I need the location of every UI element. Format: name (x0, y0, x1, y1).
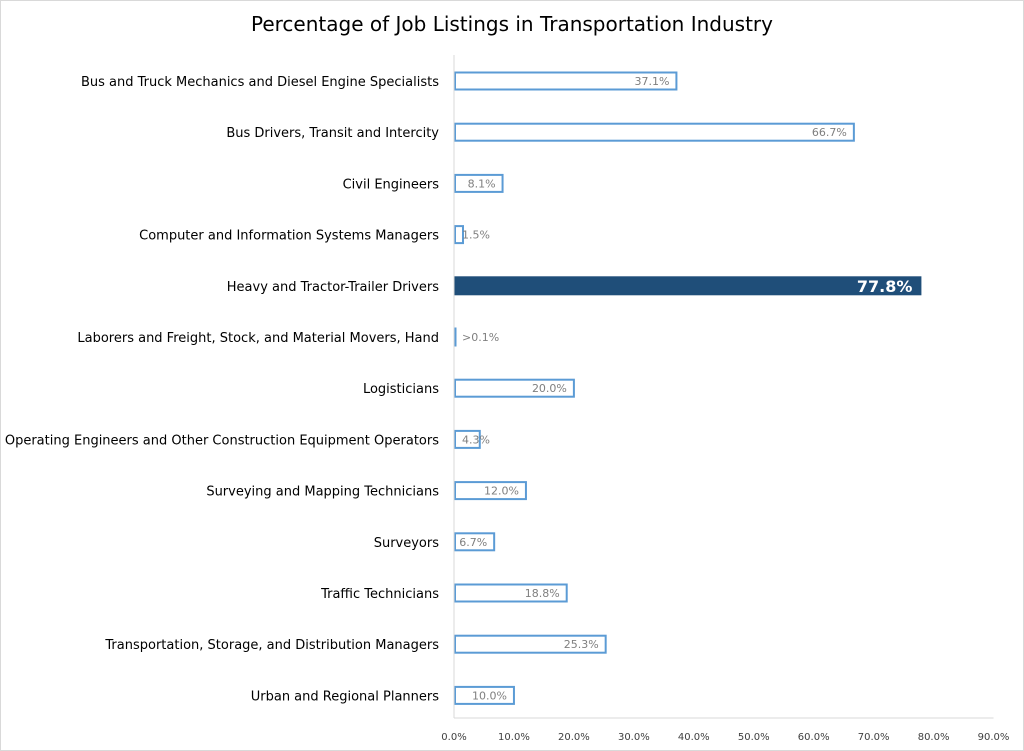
data-label: 20.0% (532, 382, 567, 395)
bar (454, 429, 481, 449)
data-label: >0.1% (462, 331, 499, 344)
bar (454, 685, 515, 705)
data-label: 12.0% (484, 485, 519, 498)
category-label: Logisticians (363, 382, 439, 397)
bar (454, 122, 855, 142)
x-tick-label: 80.0% (918, 732, 950, 743)
x-tick-label: 50.0% (738, 732, 770, 743)
data-label: 37.1% (634, 75, 669, 88)
x-tick-label: 20.0% (558, 732, 590, 743)
x-tick-label: 70.0% (858, 732, 890, 743)
bar (454, 71, 678, 91)
category-label: Bus Drivers, Transit and Intercity (226, 126, 439, 141)
data-label: 1.5% (462, 229, 490, 242)
bar (454, 225, 464, 245)
data-label: 77.8% (857, 277, 913, 296)
category-label: Surveyors (374, 536, 440, 551)
bar (454, 583, 568, 603)
data-label: 66.7% (812, 126, 847, 139)
data-label: 8.1% (468, 177, 496, 190)
category-label: Computer and Information Systems Manager… (139, 229, 439, 244)
bar (454, 634, 607, 654)
category-label: Operating Engineers and Other Constructi… (5, 433, 439, 448)
data-label: 6.7% (459, 536, 487, 549)
category-label: Laborers and Freight, Stock, and Materia… (77, 331, 439, 346)
x-tick-label: 90.0% (978, 732, 1010, 743)
bar-highlighted (454, 276, 922, 296)
x-tick-label: 10.0% (498, 732, 530, 743)
bar (454, 173, 504, 193)
data-label: 18.8% (525, 587, 560, 600)
bar (454, 327, 457, 347)
category-label: Traffic Technicians (320, 587, 439, 602)
bar (454, 378, 575, 398)
category-label: Civil Engineers (343, 177, 440, 192)
category-label: Urban and Regional Planners (251, 689, 439, 704)
x-tick-label: 30.0% (618, 732, 650, 743)
category-label: Transportation, Storage, and Distributio… (104, 638, 439, 653)
category-label: Surveying and Mapping Technicians (206, 485, 439, 500)
data-label: 4.3% (462, 433, 490, 446)
chart-title: Percentage of Job Listings in Transporta… (251, 12, 773, 36)
data-label: 25.3% (564, 638, 599, 651)
x-tick-label: 60.0% (798, 732, 830, 743)
data-label: 10.0% (472, 689, 507, 702)
x-tick-label: 40.0% (678, 732, 710, 743)
category-label: Heavy and Tractor-Trailer Drivers (227, 280, 439, 295)
category-label: Bus and Truck Mechanics and Diesel Engin… (81, 75, 439, 90)
bar (454, 481, 527, 501)
bar (454, 532, 496, 552)
x-tick-label: 0.0% (441, 732, 466, 743)
